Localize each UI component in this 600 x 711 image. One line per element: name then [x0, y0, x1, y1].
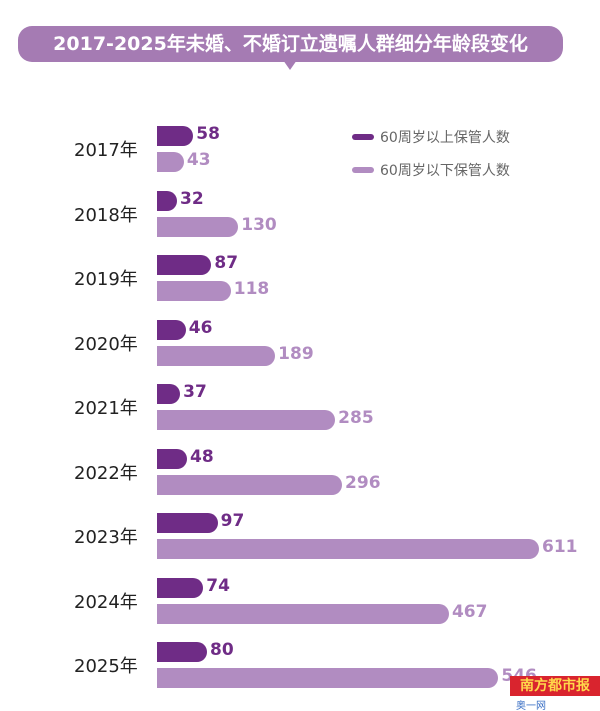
data-label: 48 — [190, 446, 214, 467]
data-label: 58 — [196, 124, 220, 144]
data-label: 32 — [180, 188, 204, 209]
category-label: 2025年 — [74, 656, 138, 677]
category-label: 2022年 — [74, 462, 138, 484]
bar-under60 — [157, 410, 336, 430]
data-label: 611 — [542, 537, 578, 557]
data-label: 74 — [206, 575, 230, 596]
bar-over60 — [157, 190, 177, 211]
category-label: 2020年 — [74, 333, 138, 355]
data-label: 97 — [220, 511, 245, 531]
category-label: 2021年 — [74, 398, 138, 419]
bar-under60 — [157, 539, 539, 559]
data-label: 189 — [278, 343, 314, 364]
title-pointer — [283, 60, 297, 70]
bar-over60 — [157, 642, 208, 662]
data-label: 118 — [233, 279, 270, 299]
watermark-logo: 南方都市报 — [510, 676, 600, 696]
bar-over60 — [157, 319, 186, 340]
bar-over60 — [157, 255, 212, 275]
category-label: 2018年 — [74, 204, 138, 226]
chart-title: 2017-2025年未婚、不婚订立遗嘱人群细分年龄段变化 — [18, 26, 563, 62]
bar-over60 — [157, 448, 187, 469]
category-label: 2017年 — [74, 140, 138, 161]
legend-swatch — [352, 134, 374, 140]
bar-over60 — [157, 577, 204, 598]
data-label: 296 — [345, 472, 381, 493]
bar-under60 — [157, 281, 231, 301]
legend-label: 60周岁以上保管人数 — [380, 130, 510, 146]
data-label: 80 — [210, 640, 234, 660]
bar-under60 — [157, 474, 343, 495]
category-label: 2023年 — [74, 527, 138, 548]
data-label: 87 — [214, 253, 239, 273]
bar-under60 — [157, 668, 499, 688]
bar-under60 — [157, 152, 184, 172]
bar-under60 — [157, 345, 276, 366]
legend-label: 60周岁以下保管人数 — [380, 163, 510, 179]
category-label: 2019年 — [74, 269, 138, 290]
data-label: 37 — [183, 382, 207, 402]
bar-over60 — [157, 126, 194, 146]
bar-over60 — [157, 513, 218, 533]
data-label: 130 — [241, 214, 277, 235]
bar-under60 — [157, 216, 239, 237]
category-label: 2024年 — [74, 591, 138, 613]
data-label: 285 — [338, 408, 374, 428]
data-label: 467 — [451, 601, 488, 622]
legend-swatch — [352, 167, 374, 173]
data-label: 46 — [188, 317, 213, 338]
bar-under60 — [157, 603, 449, 624]
data-label: 43 — [186, 150, 211, 170]
watermark-site: 奥一网oeeee.com — [516, 701, 546, 711]
bar-over60 — [157, 384, 181, 404]
